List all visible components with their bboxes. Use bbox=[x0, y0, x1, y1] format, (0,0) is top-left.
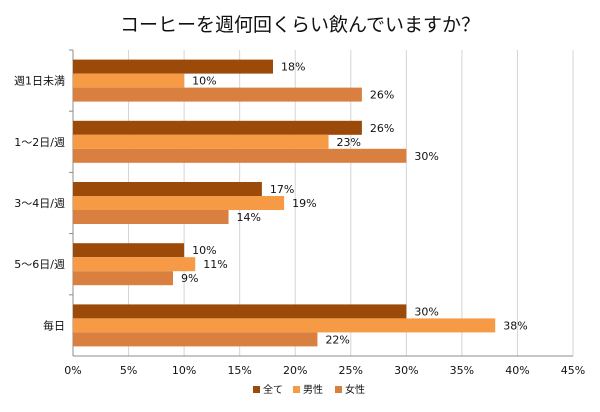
data-label: 30% bbox=[414, 305, 438, 318]
legend-swatch bbox=[335, 386, 342, 393]
bar bbox=[73, 257, 196, 272]
bar bbox=[73, 304, 407, 319]
legend-label: 男性 bbox=[303, 383, 323, 396]
legend-swatch bbox=[293, 386, 300, 393]
data-labels-group: 18%10%26%26%23%30%17%19%14%10%11%9%30%38… bbox=[181, 61, 528, 347]
bar bbox=[73, 59, 273, 74]
bars-group bbox=[73, 59, 496, 347]
category-labels-group: 週1日未満 1～2日/週 3～4日/週 5～6日/週毎日 bbox=[14, 75, 65, 333]
data-label: 22% bbox=[325, 333, 349, 346]
x-tick-label: 35% bbox=[450, 364, 474, 377]
bar bbox=[73, 73, 185, 88]
data-label: 18% bbox=[281, 61, 305, 74]
data-label: 19% bbox=[292, 197, 316, 210]
category-label: 5～6日/週 bbox=[14, 258, 65, 271]
category-label: 1～2日/週 bbox=[14, 136, 65, 149]
bar bbox=[73, 318, 496, 333]
bar bbox=[73, 120, 362, 135]
bar bbox=[73, 134, 329, 149]
data-label: 26% bbox=[370, 89, 394, 102]
bar bbox=[73, 332, 318, 347]
x-tick-labels-group: 0% 5% 10% 15% 20% 25% 30% 35% 40% 45% bbox=[64, 364, 585, 377]
x-tick-label: 0% bbox=[64, 364, 81, 377]
x-tick-label: 40% bbox=[505, 364, 529, 377]
x-tick-label: 30% bbox=[394, 364, 418, 377]
legend-swatch bbox=[253, 386, 260, 393]
bar bbox=[73, 148, 407, 163]
legend: 全て 男性 女性 bbox=[253, 383, 365, 396]
data-label: 10% bbox=[192, 75, 216, 88]
bar bbox=[73, 243, 185, 258]
category-label: 3～4日/週 bbox=[14, 197, 65, 210]
data-label: 23% bbox=[337, 136, 361, 149]
data-label: 17% bbox=[270, 183, 294, 196]
data-label: 11% bbox=[203, 258, 227, 271]
data-label: 14% bbox=[237, 211, 261, 224]
data-label: 10% bbox=[192, 244, 216, 257]
category-label: 毎日 bbox=[43, 319, 65, 332]
bar bbox=[73, 210, 229, 224]
data-label: 9% bbox=[181, 272, 198, 285]
legend-label: 全て bbox=[263, 383, 283, 396]
data-label: 26% bbox=[370, 122, 394, 135]
x-tick-label: 45% bbox=[561, 364, 585, 377]
data-label: 38% bbox=[503, 319, 527, 332]
x-tick-label: 25% bbox=[339, 364, 363, 377]
x-tick-label: 5% bbox=[120, 364, 137, 377]
legend-label: 女性 bbox=[345, 383, 365, 396]
bar bbox=[73, 196, 285, 210]
bar bbox=[73, 271, 173, 286]
chart-title: コーヒーを週何回くらい飲んでいますか？ bbox=[120, 14, 480, 36]
x-tick-label: 15% bbox=[227, 364, 251, 377]
data-label: 30% bbox=[414, 150, 438, 163]
category-label: 週1日未満 bbox=[14, 75, 65, 88]
bar bbox=[73, 87, 362, 102]
x-tick-label: 20% bbox=[283, 364, 307, 377]
bar bbox=[73, 182, 262, 196]
x-tick-label: 10% bbox=[172, 364, 196, 377]
